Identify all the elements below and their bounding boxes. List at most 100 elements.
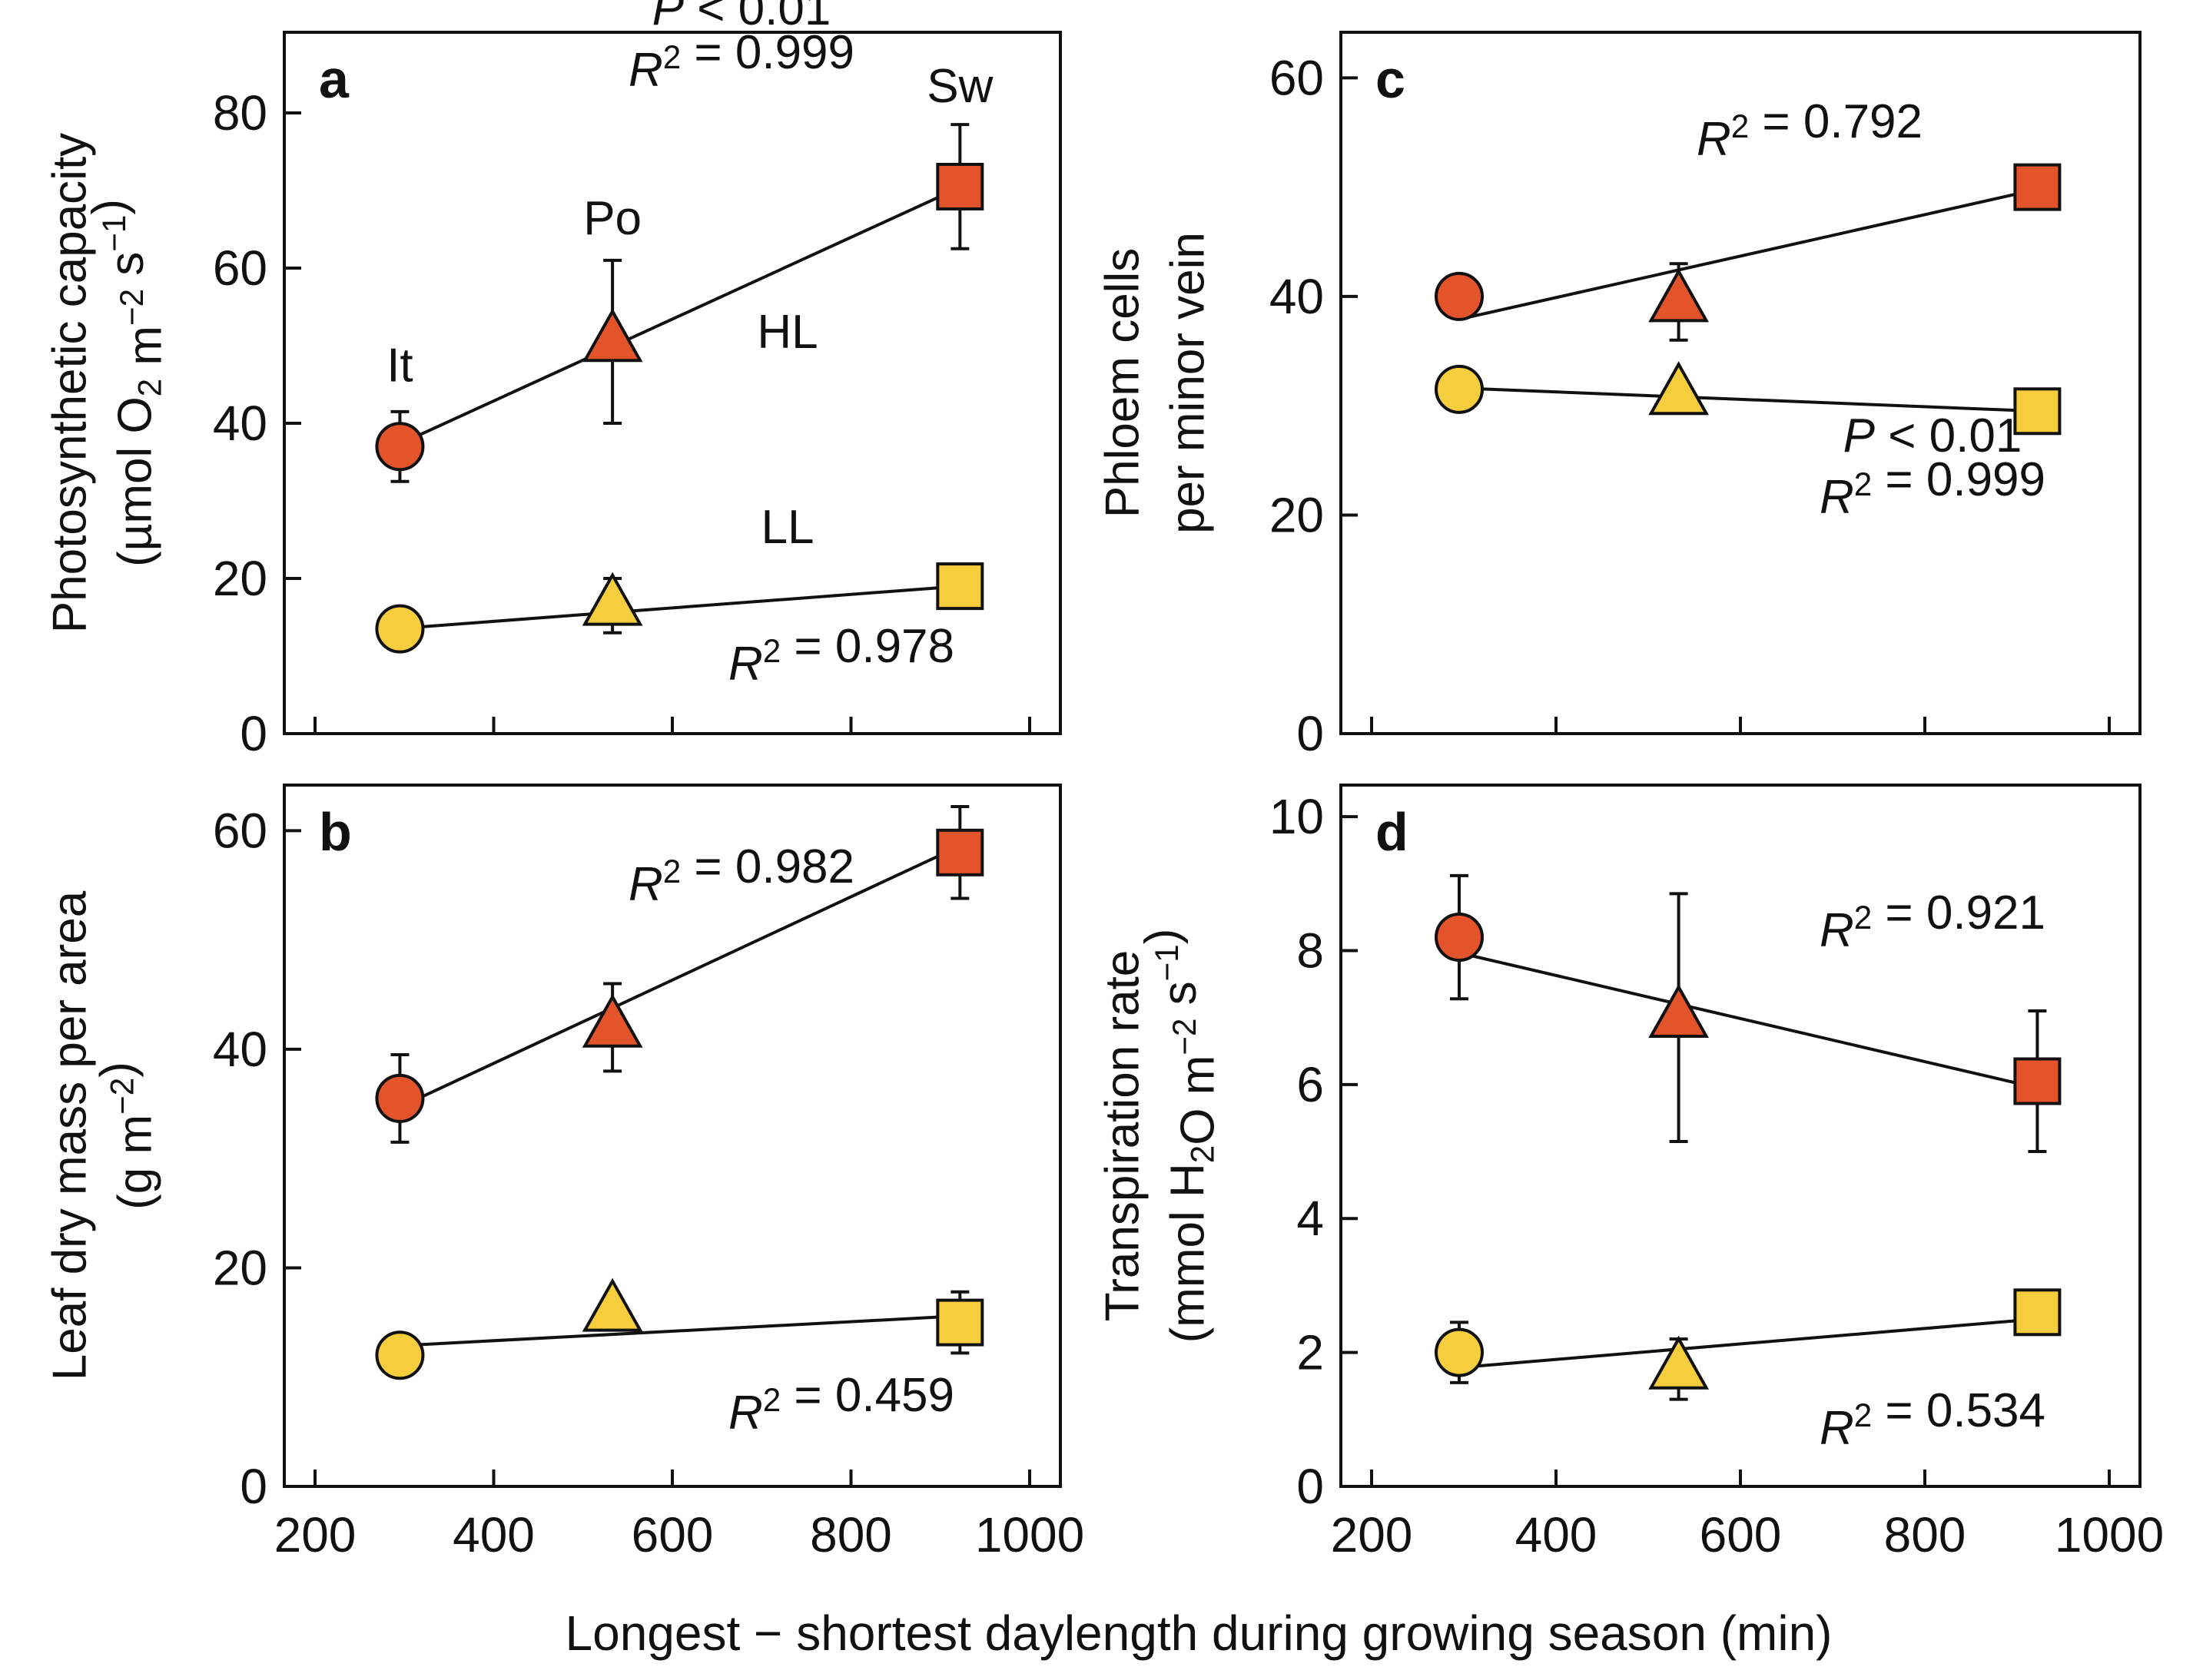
series-HL [1435, 873, 2062, 1154]
y-axis-label-line1: Leaf dry mass per area [44, 890, 97, 1380]
stats-text: R2 = 0.534 [1820, 1384, 2045, 1455]
data-point-circle [375, 1330, 425, 1380]
series-HL [375, 805, 984, 1144]
y-tick-label: 20 [213, 1240, 267, 1295]
stats-annotation: R2 = 0.921 [1820, 886, 2045, 957]
site-label: Po [583, 192, 642, 245]
panel-letter: b [319, 802, 352, 862]
series-LL [375, 1277, 984, 1380]
y-tick-label: 8 [1296, 923, 1324, 978]
y-tick-label: 0 [240, 706, 267, 761]
data-point-triangle [1648, 361, 1710, 416]
y-tick-label: 60 [1269, 50, 1324, 105]
stats-text: R2 = 0.459 [728, 1369, 954, 1440]
fit-line [404, 585, 960, 630]
y-tick-label: 40 [1269, 269, 1324, 324]
stats-text: P < 0.01 [652, 0, 831, 35]
y-tick-label: 0 [1296, 706, 1324, 761]
panel-d: d 0 2 4 6 8 10 200 400 600 800 1000 Transpiration ra… [1096, 784, 2164, 1562]
data-point-triangle [582, 1277, 643, 1332]
stats-text: R2 = 0.982 [629, 840, 854, 911]
fit-line [404, 1314, 960, 1347]
data-point-square [2013, 387, 2062, 436]
x-tick-label: 1000 [975, 1507, 1084, 1562]
stats-text: P < 0.01 [1843, 409, 2022, 462]
series-HL [1435, 163, 2062, 342]
series-LL [1435, 361, 2062, 436]
shared-x-axis-label: Longest − shortest daylength during grow… [566, 1605, 1833, 1661]
stats-text: R2 = 0.921 [1820, 886, 2045, 957]
x-tick-label: 800 [810, 1507, 892, 1562]
stats-annotation: R2 = 0.792 [1697, 95, 1923, 166]
stats-text: R2 = 0.999 [1820, 453, 2045, 524]
data-point-circle [375, 604, 425, 654]
y-axis-label-line1: Phloem cells [1096, 248, 1150, 518]
series-HL: It Po Sw HL [375, 60, 994, 483]
data-point-triangle [582, 993, 643, 1048]
x-tick-label: 800 [1884, 1507, 1966, 1562]
x-tick-label: 200 [274, 1507, 357, 1562]
fit-line [1463, 1317, 2038, 1369]
stats-text: R2 = 0.792 [1697, 95, 1923, 166]
y-tick-label: 20 [213, 551, 267, 606]
data-point-circle [1435, 364, 1484, 414]
data-point-circle [1435, 271, 1484, 321]
site-label: It [387, 339, 413, 392]
y-axis-label-line1: Transpiration rate [1096, 950, 1150, 1322]
y-axis-label-line1: Photosynthetic capacity [44, 133, 97, 633]
y-tick-label: 80 [213, 85, 267, 141]
data-point-circle [375, 422, 425, 472]
site-label: Sw [927, 60, 993, 113]
x-tick-label: 200 [1331, 1507, 1413, 1562]
y-tick-label: 60 [213, 240, 267, 296]
fit-line [1463, 386, 2038, 413]
data-point-triangle [582, 308, 643, 363]
stats-text: R2 = 0.978 [728, 620, 954, 691]
y-tick-label: 40 [213, 1022, 267, 1077]
y-tick-label: 20 [1269, 487, 1324, 542]
data-point-square [936, 162, 984, 210]
data-point-circle [1435, 913, 1484, 963]
y-tick-label: 0 [1296, 1459, 1324, 1514]
series-label: LL [761, 501, 814, 554]
fit-line [403, 186, 961, 444]
x-tick-label: 400 [453, 1507, 535, 1562]
data-point-triangle [582, 572, 643, 626]
fit-line [1463, 187, 2038, 320]
series-LL [1435, 1288, 2062, 1401]
y-tick-label: 60 [213, 803, 267, 858]
y-tick-label: 4 [1296, 1191, 1324, 1246]
data-point-circle [1435, 1327, 1484, 1377]
stats-text: R2 = 0.999 [629, 26, 854, 97]
series-LL: LL [375, 501, 984, 654]
x-tick-label: 400 [1515, 1507, 1597, 1562]
series-label: HL [757, 306, 818, 359]
data-point-square [936, 828, 984, 876]
data-point-triangle [1648, 1335, 1710, 1390]
panel-c: c 0 20 40 60 Phloem cells per minor vein R2 = 0… [1096, 31, 2142, 761]
data-point-triangle [1648, 268, 1710, 323]
y-tick-label: 0 [240, 1459, 267, 1514]
stats-annotation: R2 = 0.534 [1820, 1384, 2045, 1455]
panel-letter: a [319, 49, 350, 109]
x-tick-label: 600 [1700, 1507, 1782, 1562]
fit-line [1463, 952, 2038, 1090]
y-tick-label: 10 [1269, 789, 1324, 844]
x-tick-label: 1000 [2055, 1507, 2164, 1562]
panel-letter: c [1375, 49, 1405, 109]
y-tick-label: 6 [1296, 1057, 1324, 1112]
y-tick-label: 40 [213, 396, 267, 451]
stats-annotation: R2 = 0.459 [728, 1369, 954, 1440]
stats-annotation: R2 = 0.982 [629, 840, 854, 911]
data-point-square [2013, 1057, 2062, 1105]
fit-line [403, 844, 961, 1107]
data-point-triangle [1648, 983, 1710, 1038]
stats-annotation: R2 = 0.978 [728, 620, 954, 691]
panel-b: b 0 20 40 60 200 400 600 800 1000 Leaf dry mass pe… [44, 784, 1084, 1562]
data-point-square [936, 1298, 984, 1347]
